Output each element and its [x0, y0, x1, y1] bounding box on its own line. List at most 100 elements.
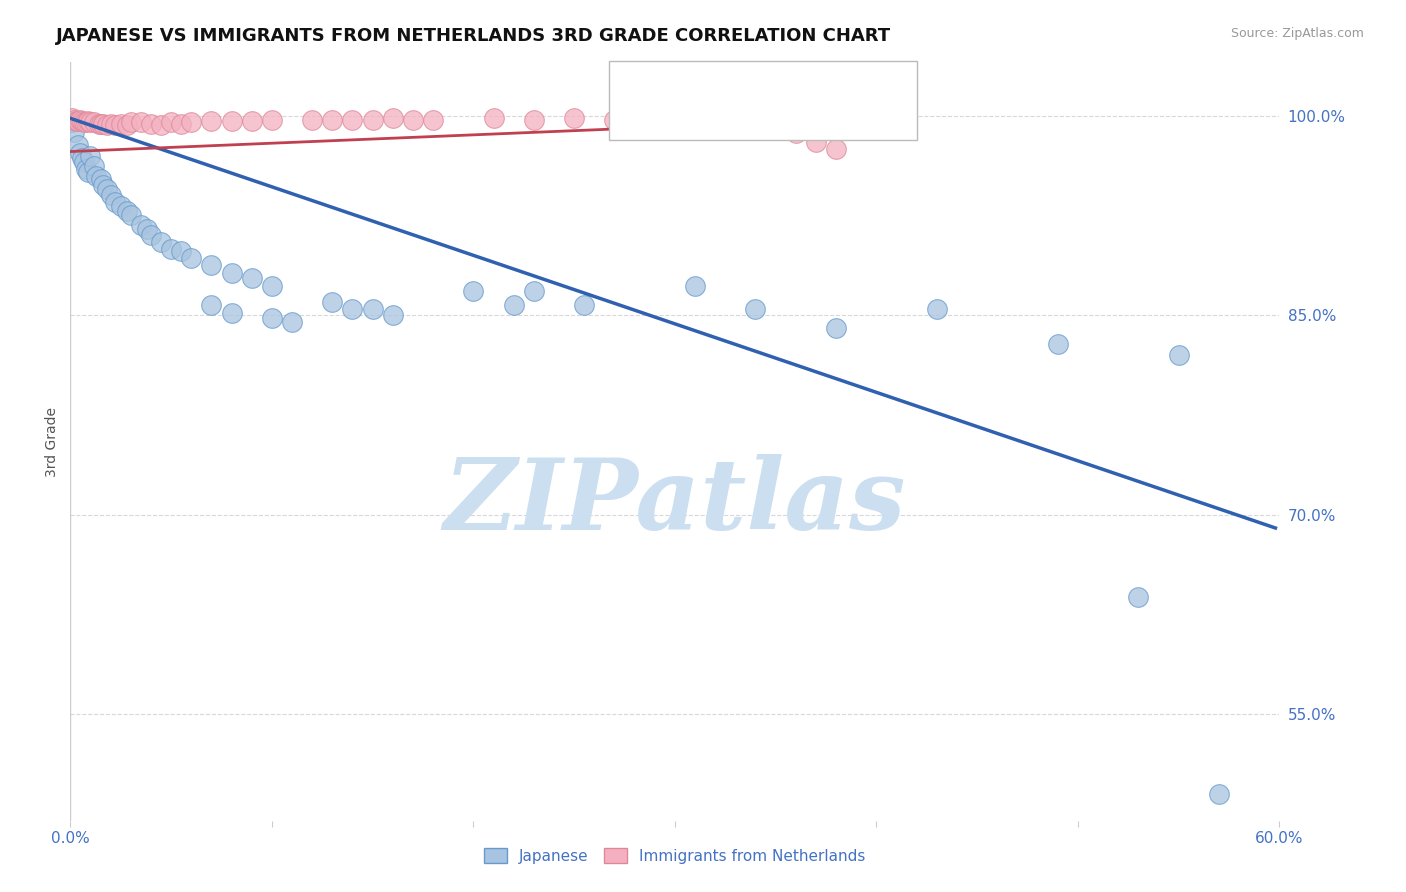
Point — [83, 115, 105, 129]
Point — [150, 118, 173, 132]
Point — [402, 112, 425, 127]
FancyBboxPatch shape — [624, 72, 664, 96]
Point — [281, 315, 304, 329]
Point — [72, 151, 94, 165]
Point — [422, 112, 444, 127]
Point — [260, 112, 283, 127]
Text: R = -0.671  N = 50: R = -0.671 N = 50 — [678, 75, 863, 93]
FancyBboxPatch shape — [624, 106, 664, 130]
Point — [170, 244, 193, 259]
Point — [60, 115, 83, 129]
Text: Source: ZipAtlas.com: Source: ZipAtlas.com — [1230, 27, 1364, 40]
Point — [75, 115, 97, 129]
Point — [200, 258, 222, 272]
Point — [77, 164, 100, 178]
Point — [87, 117, 110, 131]
Point — [221, 305, 243, 319]
Point — [104, 195, 127, 210]
Point — [825, 142, 848, 156]
Point — [180, 115, 202, 129]
Point — [574, 297, 596, 311]
Point — [1128, 590, 1150, 604]
Point — [683, 279, 706, 293]
Point — [260, 279, 283, 293]
Text: R =  0.377  N = 50: R = 0.377 N = 50 — [678, 109, 862, 127]
Point — [260, 310, 283, 325]
Point — [1046, 337, 1069, 351]
Point — [139, 228, 162, 243]
Point — [67, 114, 90, 128]
Point — [240, 271, 263, 285]
Point — [825, 321, 848, 335]
Point — [200, 297, 222, 311]
Point — [523, 284, 546, 298]
Point — [321, 112, 343, 127]
Point — [90, 172, 111, 186]
Point — [135, 221, 157, 235]
Point — [79, 148, 101, 162]
Point — [60, 112, 83, 126]
Point — [91, 117, 114, 131]
Point — [744, 301, 766, 316]
Point — [110, 117, 132, 131]
Point — [221, 114, 243, 128]
Point — [744, 112, 766, 127]
Point — [683, 112, 706, 127]
Point — [77, 114, 100, 128]
Point — [63, 125, 86, 139]
Point — [381, 308, 404, 322]
Legend: Japanese, Immigrants from Netherlands: Japanese, Immigrants from Netherlands — [478, 842, 872, 870]
Point — [502, 297, 524, 311]
Point — [463, 284, 485, 298]
Point — [775, 112, 797, 127]
Text: JAPANESE VS IMMIGRANTS FROM NETHERLANDS 3RD GRADE CORRELATION CHART: JAPANESE VS IMMIGRANTS FROM NETHERLANDS … — [56, 27, 891, 45]
Point — [63, 112, 86, 127]
Point — [96, 182, 118, 196]
Point — [73, 115, 96, 129]
Point — [160, 242, 183, 256]
Point — [603, 112, 626, 127]
Point — [321, 294, 343, 309]
Y-axis label: 3rd Grade: 3rd Grade — [45, 407, 59, 476]
Point — [91, 178, 114, 192]
Point — [100, 117, 122, 131]
Point — [90, 117, 111, 131]
Point — [129, 115, 152, 129]
Point — [482, 112, 505, 126]
Point — [240, 114, 263, 128]
Point — [301, 112, 323, 127]
Point — [221, 266, 243, 280]
Point — [69, 145, 91, 160]
Point — [1167, 348, 1189, 362]
Point — [65, 114, 87, 128]
Point — [139, 117, 162, 131]
Point — [96, 118, 118, 132]
Point — [160, 115, 183, 129]
Point — [115, 118, 138, 132]
Point — [69, 112, 91, 127]
Point — [170, 117, 193, 131]
Point — [104, 118, 127, 132]
Point — [120, 208, 142, 222]
Point — [150, 235, 173, 249]
Text: ZIPatlas: ZIPatlas — [444, 454, 905, 550]
Point — [67, 137, 90, 152]
Point — [804, 135, 827, 149]
Point — [644, 112, 666, 126]
Point — [200, 114, 222, 128]
Point — [86, 169, 108, 183]
Point — [115, 204, 138, 219]
Point — [1208, 787, 1230, 801]
Point — [381, 112, 404, 126]
Point — [83, 159, 105, 173]
Point — [120, 115, 142, 129]
Point — [562, 112, 585, 126]
Point — [79, 115, 101, 129]
Point — [724, 112, 747, 126]
Point — [342, 301, 364, 316]
Point — [361, 301, 384, 316]
Point — [75, 161, 97, 176]
Point — [72, 114, 94, 128]
Point — [129, 218, 152, 232]
Point — [342, 112, 364, 127]
